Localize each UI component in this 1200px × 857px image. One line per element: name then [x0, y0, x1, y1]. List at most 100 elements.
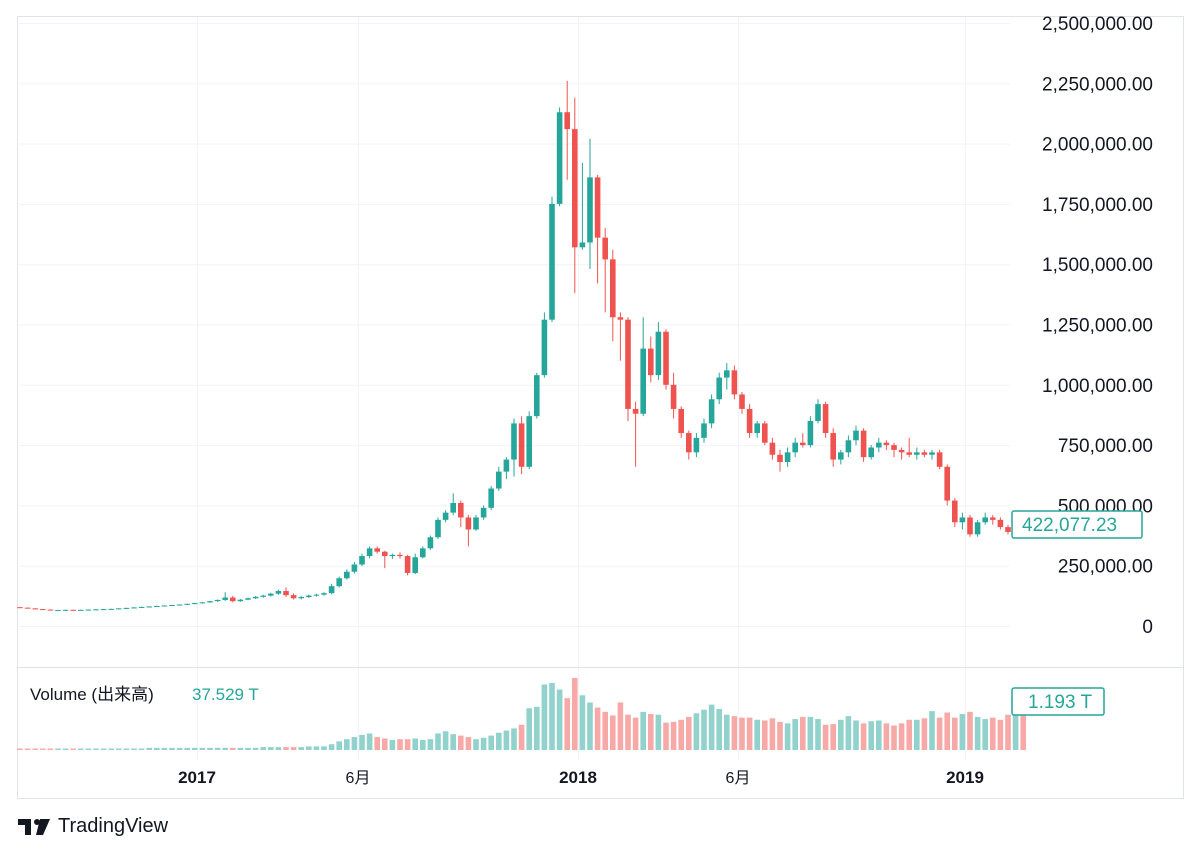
volume-bar	[116, 748, 122, 750]
price-axis[interactable]: 2,500,000.00 2,250,000.00 2,000,000.00 1,75…	[1042, 14, 1153, 638]
candle-body	[610, 259, 616, 318]
volume-bar	[997, 719, 1004, 750]
candle-body	[739, 394, 745, 409]
candle-body	[534, 375, 540, 417]
volume-bar	[982, 719, 988, 750]
candle-body	[572, 129, 578, 248]
volume-bar	[655, 714, 662, 750]
last-price-label: 422,077.23	[1022, 515, 1117, 536]
candle-body	[404, 556, 411, 573]
volume-bar	[792, 719, 798, 750]
volume-bar	[306, 746, 312, 750]
volume-bar	[921, 718, 928, 750]
volume-legend[interactable]: Volume (出来高) 37.529 T	[30, 685, 259, 704]
volume-bar	[435, 733, 441, 750]
volume-bar	[290, 747, 297, 750]
volume-bar	[389, 739, 396, 750]
volume-bar	[800, 716, 806, 750]
volume-bar	[815, 719, 821, 750]
candle-body	[146, 606, 152, 608]
time-tick-label: 2017	[178, 768, 216, 787]
volume-bar	[184, 747, 190, 750]
candle-body	[306, 595, 312, 598]
candle-body	[883, 442, 890, 446]
volume-bar	[708, 704, 715, 750]
candle-body	[914, 452, 920, 455]
candle-body	[123, 607, 130, 609]
candle-body	[290, 595, 297, 599]
candle-body	[465, 517, 472, 530]
volume-bar	[701, 709, 707, 750]
candle-body	[792, 442, 798, 453]
volume-bar	[526, 708, 532, 750]
candle-body	[906, 452, 912, 455]
candle-body	[435, 519, 441, 538]
volume-bar	[534, 706, 540, 750]
volume-bar	[967, 711, 973, 750]
volume-bar	[245, 747, 251, 750]
candle-body	[670, 384, 677, 409]
volume-bar	[959, 714, 966, 750]
volume-bar	[169, 747, 175, 750]
volume-bar	[974, 716, 981, 750]
candle-body	[777, 454, 783, 462]
volume-bar	[458, 735, 464, 750]
volume-bar	[351, 737, 358, 750]
last-price-badge: 422,077.23	[1011, 510, 1143, 539]
candle-body	[442, 512, 449, 520]
candle-body	[640, 348, 646, 414]
last-volume-label: 1.193 T	[1028, 692, 1092, 713]
volume-bar	[860, 723, 867, 750]
volume-bar	[40, 748, 46, 750]
time-axis[interactable]: 2017 6月 2018 6月 2019	[178, 768, 984, 787]
candle-body	[55, 610, 61, 612]
last-volume-badge: 1.193 T	[1011, 687, 1105, 716]
volume-bar	[648, 714, 654, 750]
volume-bar	[275, 747, 282, 750]
candle-body	[876, 442, 882, 448]
volume-bar	[404, 739, 411, 750]
candle-body	[762, 423, 768, 443]
volume-bar	[716, 708, 722, 750]
candle-body	[503, 459, 510, 472]
candle-body	[708, 399, 715, 424]
volume-bar	[518, 724, 525, 750]
volume-bar	[693, 713, 700, 750]
volume-bar	[990, 717, 996, 750]
volume-bar	[298, 747, 304, 750]
candle-body	[602, 237, 608, 260]
candle-body	[230, 597, 236, 602]
price-tick-label: 2,500,000.00	[1042, 14, 1153, 35]
volume-bar	[336, 741, 342, 750]
volume-bar	[1005, 714, 1011, 750]
candle-body	[800, 442, 806, 446]
candle-body	[154, 605, 160, 607]
candle-body	[784, 452, 791, 462]
volume-bar	[397, 739, 403, 750]
candle-body	[655, 331, 662, 376]
volume-bar	[784, 723, 791, 750]
price-tick-label: 1,500,000.00	[1042, 255, 1153, 276]
volume-bar	[739, 717, 745, 750]
candle-body	[161, 605, 168, 607]
volume-bar	[214, 747, 221, 750]
candle-body	[458, 502, 464, 518]
candle-body	[473, 517, 479, 530]
volume-bar	[138, 748, 145, 750]
candle-body	[480, 507, 487, 518]
brand[interactable]: TradingView	[18, 815, 168, 838]
volume-bar	[230, 747, 236, 750]
time-tick-label: 2019	[946, 768, 984, 787]
volume-value: 37.529 T	[192, 685, 259, 704]
candle-body	[990, 517, 996, 520]
volume-bar	[541, 684, 548, 750]
volume-bar	[511, 728, 517, 750]
candle-body	[488, 488, 494, 508]
volume-bar	[822, 724, 829, 750]
volume-bar	[898, 723, 905, 750]
candle-body	[959, 517, 966, 523]
volume-bar	[944, 712, 950, 750]
volume-bar	[754, 719, 760, 750]
volume-bar	[192, 747, 198, 750]
